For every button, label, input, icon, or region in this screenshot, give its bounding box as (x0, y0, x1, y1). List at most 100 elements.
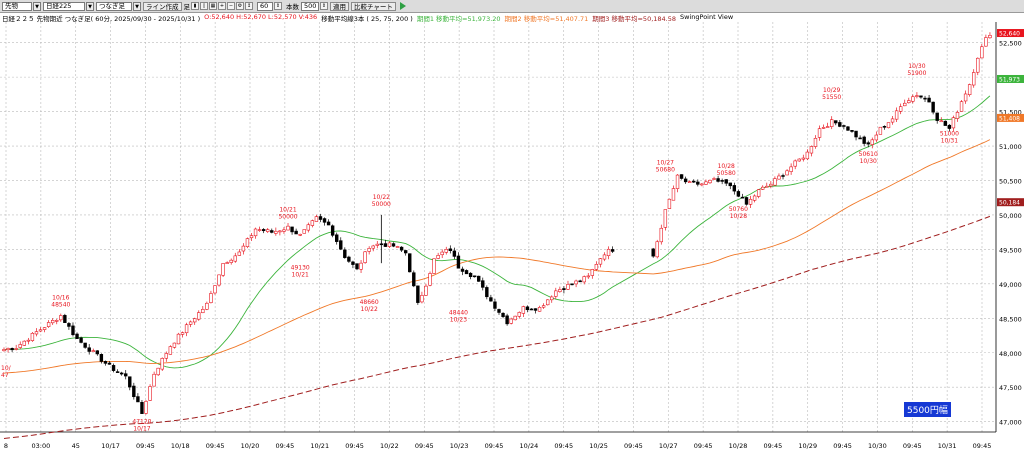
x-tick-label: 09:45 (694, 442, 713, 450)
ohlc-readout: O:52,640 H:52,670 L:52,570 V:436 (204, 13, 318, 21)
zoom-in-icon[interactable]: + (218, 2, 226, 10)
line-create-button[interactable]: ライン作成 (143, 1, 182, 11)
candle-body (988, 34, 992, 39)
price-tag-label: 51,973 (999, 76, 1020, 83)
candle-body (785, 170, 789, 176)
candle-body (959, 101, 964, 112)
index-select[interactable]: 日経225 (43, 1, 85, 11)
candle-body (184, 324, 189, 334)
candle-body (79, 337, 83, 343)
candle-body (119, 372, 124, 375)
candle-body (420, 295, 424, 303)
candle-body (805, 151, 810, 160)
candle-body (67, 323, 71, 327)
candle-body (261, 229, 266, 232)
candle-body (391, 243, 396, 247)
candle-body (485, 287, 489, 298)
candle-body (249, 235, 254, 239)
candle-body (907, 100, 911, 104)
candle-body (732, 185, 737, 192)
candle-body (59, 315, 63, 321)
candle-body (192, 318, 197, 323)
candle-body (440, 251, 444, 256)
candle-body (266, 229, 270, 232)
candle-body (326, 221, 331, 226)
candle-body (683, 178, 688, 183)
compare-chart-button[interactable]: 比較チャート (351, 1, 396, 11)
symbol-dropdown-icon[interactable]: ▼ (33, 1, 41, 11)
run-icon[interactable] (399, 2, 406, 10)
candle-body (704, 181, 708, 185)
y-tick-label: 49,500 (999, 246, 1022, 254)
candle-body (71, 325, 75, 336)
candle-body (748, 198, 753, 205)
candle-body (103, 361, 108, 364)
settings-icon[interactable]: ⚙ (236, 2, 244, 10)
x-tick-label: 10/17 (101, 442, 120, 450)
candle-body (237, 251, 242, 256)
swing-annotation: 10/28 (730, 213, 747, 220)
period-input[interactable]: 60 (257, 1, 273, 11)
y-tick-label: 48,000 (999, 350, 1022, 358)
candle-body (489, 297, 493, 302)
candle-body (931, 101, 935, 113)
candle-body (724, 179, 728, 184)
price-tag (997, 74, 1024, 83)
y-tick-label: 47,500 (999, 384, 1022, 392)
candle-icon[interactable]: ▮ (191, 2, 199, 10)
swing-annotation: 51900 (907, 70, 926, 77)
symbol-select[interactable]: 先物 (2, 1, 32, 11)
candle-body (497, 309, 501, 313)
swing-annotation: 10/30 (908, 63, 925, 70)
apply-button[interactable]: 適用 (330, 1, 349, 11)
candle-body (781, 175, 785, 177)
candle-body (395, 246, 400, 248)
symbol-value: 先物 (5, 1, 18, 10)
count-spin-icon[interactable]: ⇕ (320, 2, 328, 10)
swing-annotation: 51550 (822, 94, 841, 101)
candle-body (148, 386, 152, 401)
candle-body (911, 96, 915, 102)
swing-annotation: 49130 (291, 265, 310, 272)
period-value: 60 (260, 1, 269, 10)
x-tick-label: 10/22 (380, 442, 399, 450)
candle-body (866, 142, 870, 145)
candle-body (976, 57, 980, 73)
candle-body (574, 280, 578, 285)
swing-annotation: 47120 (132, 418, 151, 425)
x-tick-label: 8 (4, 442, 8, 450)
swing-annotation: 10/29 (823, 87, 840, 94)
ma25-readout: 期間1 移動平均=51,973.20 (416, 15, 501, 23)
candle-body (347, 256, 351, 262)
ma75-readout: 期間2 移動平均=51,407.71 (504, 15, 589, 23)
candle-body (671, 188, 676, 201)
candle-body (180, 332, 185, 335)
scroll-icon[interactable]: ↕ (245, 2, 253, 10)
candle-body (387, 242, 392, 247)
candle-body (590, 269, 595, 276)
candle-body (980, 46, 984, 59)
candle-body (286, 225, 290, 231)
candle-body (687, 181, 692, 183)
chart-kind-dropdown-icon[interactable]: ▼ (133, 1, 141, 11)
price-chart[interactable]: 47,000 47,500 48,000 48,500 49,000 49,500 50,0… (0, 22, 1024, 453)
ma200-readout: 期間3 移動平均=50,184.58 (592, 15, 677, 23)
count-input[interactable]: 500 (301, 1, 319, 11)
candle-body (14, 348, 18, 350)
bar-icon[interactable]: ▯ (200, 2, 208, 10)
candle-body (801, 157, 806, 160)
candle-body (903, 102, 907, 107)
chart-kind-select[interactable]: つなぎ足 (96, 1, 132, 11)
grid-icon[interactable]: ▦ (209, 2, 217, 10)
period-spin-icon[interactable]: ⇕ (274, 2, 282, 10)
candle-body (716, 178, 720, 182)
candle-body (233, 255, 237, 262)
candle-body (878, 126, 883, 135)
x-tick-label: 10/31 (938, 442, 957, 450)
zoom-out-icon[interactable]: − (227, 2, 235, 10)
candle-body (217, 274, 221, 286)
candle-body (91, 350, 95, 352)
candle-body (55, 320, 59, 322)
index-dropdown-icon[interactable]: ▼ (86, 1, 94, 11)
candle-body (188, 321, 193, 325)
